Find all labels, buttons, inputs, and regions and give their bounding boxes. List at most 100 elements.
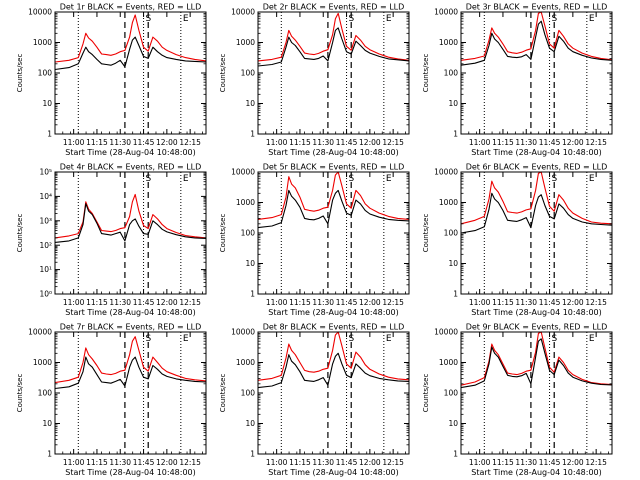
x-tick-label: 11:45 [133,138,155,147]
y-tick-label: 10000 [434,328,458,337]
x-tick-label: 11:45 [539,138,561,147]
marker-label: E [386,14,392,24]
x-tick-label: 11:45 [539,298,561,307]
x-tick-label: 12:00 [359,298,381,307]
x-tick-label: 11:30 [109,458,131,467]
series-line-lld [54,193,207,239]
plot-frame [54,171,207,295]
x-tick-label: 11:45 [539,458,561,467]
y-tick-label: 100 [38,69,53,78]
x-tick-label: 11:00 [469,298,491,307]
marker-label: E [183,174,189,184]
y-tick-label: 10 [448,419,458,428]
x-axis-label: Start Time (28-Aug-04 10:48:00) [471,308,602,317]
series-line-events [257,27,410,67]
panel-title: Det 7r BLACK = Events, RED = LLD [60,323,202,332]
y-tick-label: 1000 [236,358,255,367]
x-tick-label: 12:00 [562,298,584,307]
series-line-lld [460,331,613,386]
y-axis: 1 10 100 1000 10000 Counts/sec [219,168,409,299]
y-tick-label: 1000 [236,198,255,207]
x-tick-label: 11:15 [289,298,311,307]
y-tick-label: 10⁴ [39,192,52,201]
x-tick-label: 11:45 [336,458,358,467]
plot-frame [257,171,410,295]
y-tick-label: 1 [453,130,458,139]
y-tick-label: 100 [444,69,459,78]
x-tick-label: 12:15 [585,458,607,467]
x-tick-label: 11:30 [312,458,334,467]
series-line-lld [257,171,410,220]
y-tick-label: 10¹ [39,265,52,274]
x-tick-label: 12:00 [562,458,584,467]
x-tick-label: 11:30 [515,138,537,147]
x-tick-label: 11:30 [312,298,334,307]
y-tick-label: 10000 [231,328,255,337]
y-tick-label: 10000 [231,8,255,17]
y-tick-label: 1000 [33,38,52,47]
x-tick-label: 11:45 [336,298,358,307]
y-tick-label: 100 [241,69,256,78]
marker-label: E [589,174,595,184]
x-tick-label: 11:30 [109,138,131,147]
marker-label: S [552,174,558,184]
x-tick-label: 11:00 [266,458,288,467]
marker-label: S [349,14,355,24]
x-tick-label: 11:00 [266,138,288,147]
y-tick-label: 10 [448,259,458,268]
x-tick-label: 11:00 [63,298,85,307]
marker-label: S [146,14,152,24]
y-tick-label: 10000 [231,168,255,177]
x-tick-label: 11:30 [515,298,537,307]
x-tick-label: 11:30 [515,458,537,467]
marker-label: S [552,14,558,24]
y-tick-label: 10 [245,99,255,108]
y-tick-label: 10000 [28,8,52,17]
y-axis-label: Counts/sec [422,374,430,413]
x-tick-label: 11:15 [289,458,311,467]
series-line-events [54,36,207,71]
y-axis: 1 10 100 1000 10000 Counts/sec [16,328,206,459]
marker-label: E [386,174,392,184]
y-tick-label: 10 [42,419,52,428]
y-axis-label: Counts/sec [16,214,24,253]
marker-label: E [589,14,595,24]
x-tick-label: 12:15 [382,458,404,467]
series-line-lld [460,171,613,225]
x-tick-label: 11:15 [86,138,108,147]
marker-label: S [552,334,558,344]
x-axis-label: Start Time (28-Aug-04 10:48:00) [268,468,399,477]
series-line-lld [257,331,410,381]
panel-title: Det 2r BLACK = Events, RED = LLD [263,3,405,12]
y-tick-label: 1 [453,290,458,299]
x-tick-label: 12:15 [179,298,201,307]
y-axis: 1 10 100 1000 10000 Counts/sec [219,8,409,139]
x-tick-label: 11:00 [63,138,85,147]
y-axis: 10⁰ 10¹ 10² 10³ 10⁴ 10⁵ Counts/sec [16,168,206,299]
marker-label: E [183,14,189,24]
y-tick-label: 100 [241,389,256,398]
y-axis-label: Counts/sec [16,54,24,93]
y-tick-label: 1 [47,130,52,139]
x-tick-label: 12:00 [156,458,178,467]
x-tick-label: 12:00 [156,298,178,307]
y-tick-label: 10000 [434,8,458,17]
series-line-lld [257,12,410,62]
series-line-events [460,338,613,389]
y-axis: 1 10 100 1000 10000 Counts/sec [219,328,409,459]
panel-title: Det 6r BLACK = Events, RED = LLD [466,163,608,172]
marker-label: E [386,334,392,344]
series-line-events [460,192,613,234]
y-axis: 1 10 100 1000 10000 Counts/sec [422,328,612,459]
